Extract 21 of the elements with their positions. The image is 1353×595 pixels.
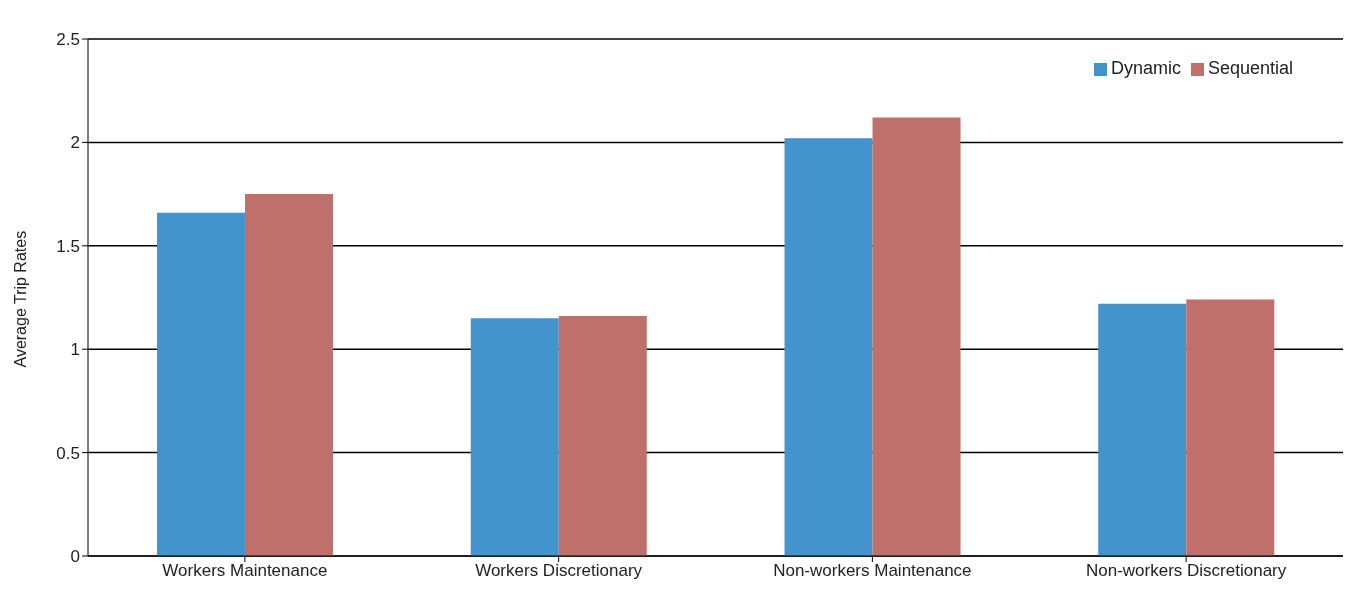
y-tick-label: 1.5 <box>56 236 80 256</box>
y-tick-label: 2 <box>70 133 80 153</box>
y-axis-title: Average Trip Rates <box>11 230 29 368</box>
legend-label: Dynamic <box>1110 58 1181 78</box>
y-tick-label: 0 <box>70 547 80 567</box>
x-tick-label: Workers Discretionary <box>475 561 643 581</box>
bar <box>1186 299 1275 556</box>
bar <box>470 318 559 556</box>
bar <box>784 138 873 556</box>
y-tick-label: 2.5 <box>56 30 80 50</box>
bar <box>872 117 961 556</box>
x-tick-label: Non-workers Maintenance <box>773 561 972 581</box>
y-tick-label: 0.5 <box>56 443 80 463</box>
y-tick-label: 1 <box>70 340 80 360</box>
x-tick-label: Workers Maintenance <box>162 561 328 581</box>
bar <box>558 316 647 556</box>
bar <box>245 194 334 556</box>
bar <box>1098 303 1187 556</box>
x-tick-label: Non-workers Discretionary <box>1085 561 1287 581</box>
legend-label: Sequential <box>1207 58 1293 78</box>
bar <box>157 212 246 556</box>
